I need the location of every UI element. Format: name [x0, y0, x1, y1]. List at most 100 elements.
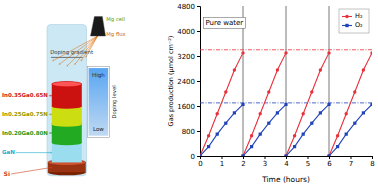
y-tick: 4800 — [177, 3, 200, 11]
layer-label: In0.25Ga0.75N — [2, 111, 48, 117]
tick-mark — [197, 31, 200, 32]
top-cap — [52, 81, 82, 86]
doping-label: Doping level — [111, 85, 118, 118]
data-point — [267, 122, 270, 125]
tick-label: 3200 — [177, 53, 195, 61]
doping-high: High — [92, 72, 105, 79]
flux-ray — [67, 36, 98, 66]
tick-mark — [197, 6, 200, 7]
legend-label: O₂ — [355, 21, 363, 29]
separator-line — [329, 6, 330, 156]
flux-ray — [59, 36, 98, 64]
doping-low: Low — [93, 126, 104, 132]
data-point — [233, 111, 236, 114]
mg-flux-label: Mg flux — [106, 31, 125, 38]
tick-mark — [197, 131, 200, 132]
data-point — [224, 122, 227, 125]
data-point — [250, 145, 253, 148]
tick-mark — [329, 156, 330, 159]
y-axis: 0 800 1600 2400 3200 4000 4800 — [177, 3, 200, 161]
doping-fill — [89, 68, 109, 136]
legend-label: H₂ — [355, 12, 363, 20]
y-tick: 0 — [191, 153, 200, 161]
doping-box — [87, 66, 109, 137]
data-point — [241, 103, 244, 106]
data-point — [216, 112, 219, 115]
data-point — [302, 112, 305, 115]
enclosure — [47, 24, 87, 175]
x-tick: 5 — [306, 156, 310, 168]
y-tick: 800 — [182, 128, 200, 136]
tick-mark — [243, 156, 244, 159]
data-point — [353, 90, 356, 93]
data-point — [327, 154, 330, 156]
data-point — [233, 68, 236, 71]
layer-label: GaN — [2, 149, 15, 155]
data-point — [362, 111, 365, 114]
x-tick: 0 — [198, 156, 202, 168]
tick-label: 5 — [306, 160, 310, 168]
data-point — [267, 90, 270, 93]
data-point — [293, 145, 296, 148]
data-point — [327, 154, 330, 156]
x-tick: 4 — [284, 156, 289, 168]
reference-line — [200, 49, 372, 50]
layer — [52, 84, 82, 106]
legend-marker — [345, 15, 348, 18]
tick-label: 1600 — [177, 103, 195, 111]
x-tick: 8 — [370, 156, 374, 168]
series-line — [200, 104, 372, 156]
tick-label: 3 — [263, 160, 267, 168]
diagram: In0.35Ga0.65N In0.25Ga0.75N In0.20Ga0.80N G… — [2, 16, 126, 176]
gradient-line — [51, 57, 83, 58]
tick-mark — [197, 81, 200, 82]
tick-label: 4 — [284, 160, 289, 168]
tick-label: 6 — [327, 160, 332, 168]
data-point — [276, 68, 279, 71]
label-arrow — [16, 152, 52, 153]
data-point — [241, 154, 244, 156]
separator-line — [286, 6, 287, 156]
y-tick: 2400 — [177, 78, 200, 86]
y-tick: 3200 — [177, 53, 200, 61]
data-point — [293, 134, 296, 137]
layer-label: In0.20Ga0.80N — [2, 130, 48, 136]
data-point — [362, 68, 365, 71]
layer-label: In0.35Ga0.65N — [2, 92, 48, 98]
y-axis-title: Gas production (μmol cm⁻²) — [167, 36, 175, 127]
data-point — [310, 122, 313, 125]
data-point — [284, 154, 287, 156]
flux-ray — [75, 36, 98, 64]
data-point — [200, 154, 202, 156]
legend-box — [339, 9, 369, 33]
tick-label: 0 — [198, 160, 202, 168]
flux-ray — [86, 36, 98, 57]
x-axis-title: Time (hours) — [261, 175, 310, 184]
tick-label: 2400 — [177, 78, 195, 86]
data-point — [200, 154, 202, 156]
flux-ray — [53, 36, 98, 61]
x-axis: 012345678 — [198, 156, 374, 168]
tick-label: 800 — [182, 128, 195, 136]
data-point — [284, 103, 287, 106]
data-point — [319, 68, 322, 71]
tick-mark — [351, 156, 352, 159]
tick-label: 0 — [191, 153, 195, 161]
axis-line — [197, 7, 201, 157]
data-point — [276, 111, 279, 114]
tick-label: 2 — [241, 160, 245, 168]
data-point — [284, 51, 287, 54]
legend-item: O₂ — [342, 21, 363, 29]
tick-mark — [265, 156, 266, 159]
data-point — [336, 134, 339, 137]
x-tick: 6 — [327, 156, 332, 168]
tick-label: 4000 — [177, 28, 195, 36]
label-arrow — [49, 114, 52, 115]
label-arrow — [49, 133, 52, 134]
tick-label: 1 — [220, 160, 224, 168]
x-tick: 2 — [241, 156, 245, 168]
legend-item: H₂ — [342, 12, 363, 20]
tick-label: 8 — [370, 160, 374, 168]
data-point — [370, 103, 372, 106]
tick-mark — [286, 156, 287, 159]
